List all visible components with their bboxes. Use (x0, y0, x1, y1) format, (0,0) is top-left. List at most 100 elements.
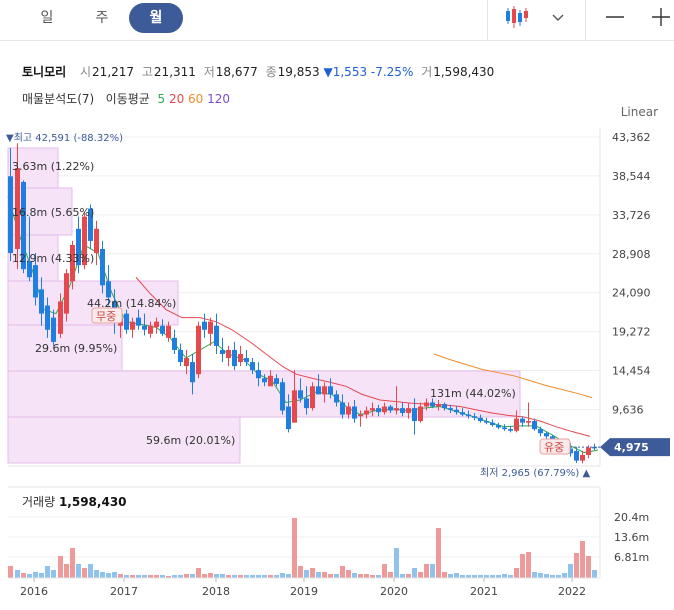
price-tick-label: 43,362 (612, 131, 651, 144)
candle-down (538, 429, 543, 434)
candle-down (172, 337, 177, 350)
year-label: 2017 (110, 585, 138, 598)
volume-bar (274, 575, 279, 578)
open-label: 시 (80, 65, 92, 79)
candle-down (466, 414, 471, 417)
volume-bar (382, 564, 387, 578)
candle-down (388, 406, 393, 411)
candle-up (364, 410, 369, 415)
candle-up (70, 244, 75, 282)
candle-up (358, 414, 363, 417)
candle-up (184, 358, 189, 367)
candle-down (88, 208, 93, 241)
volume-value: 1,598,430 (433, 65, 495, 79)
year-label: 2016 (20, 585, 48, 598)
volume-bar (27, 574, 32, 578)
volume-bar (484, 575, 489, 578)
volume-bar (184, 574, 189, 578)
tab-daily[interactable]: 일 (40, 10, 54, 26)
candle-down (412, 408, 417, 422)
volume-bar (244, 575, 249, 578)
candlestick-icon[interactable] (504, 4, 534, 32)
candle-down (232, 349, 237, 367)
tab-monthly[interactable]: 월 (129, 3, 183, 33)
candle-down (484, 421, 489, 423)
open-value: 21,217 (92, 65, 135, 79)
plus-icon[interactable] (650, 4, 672, 32)
volume-bar (412, 568, 417, 578)
candle-down (274, 378, 279, 384)
volume-bar (586, 556, 591, 578)
volume-bar (190, 574, 195, 578)
volume-bar (592, 570, 597, 578)
volume-bar (214, 574, 219, 578)
candle-down (8, 176, 13, 254)
candle-down (214, 325, 219, 346)
candle-down (508, 429, 513, 431)
volume-bar (472, 575, 477, 578)
volume-bar (256, 575, 261, 578)
volume-bar (388, 572, 393, 578)
volume-bar (352, 573, 357, 578)
volume-bar (45, 566, 50, 578)
candle-up (208, 321, 213, 334)
volume-bar (298, 566, 303, 578)
candle-up (130, 321, 135, 330)
zone-badge-label: 무중 (96, 310, 116, 323)
volume-bar (370, 575, 375, 578)
volume-bar (454, 573, 459, 578)
volume-bar (172, 575, 177, 578)
volume-bar (94, 570, 99, 578)
volume-bar (33, 572, 38, 578)
volume-bar (202, 574, 207, 578)
volume-profile-label: 29.6m (9.95%) (35, 342, 117, 355)
volume-bar (21, 573, 26, 578)
ma5-label: 5 (157, 92, 166, 106)
volume-bar (280, 573, 285, 578)
candle-up (586, 447, 591, 455)
candle-down (430, 402, 435, 407)
volume-bar (556, 575, 561, 578)
candle-down (316, 386, 321, 395)
volume-panel-title: 거래량 1,598,430 (22, 493, 127, 510)
minus-icon[interactable] (604, 4, 626, 32)
volume-bar (15, 570, 20, 578)
candle-up (436, 404, 441, 407)
volume-bar (460, 575, 465, 578)
candle-up (370, 408, 375, 411)
volume-bar (508, 575, 513, 578)
volume-bar (478, 575, 483, 578)
candle-down (592, 446, 597, 449)
candle-down (520, 418, 525, 423)
candle-down (202, 321, 207, 330)
volume-bar (328, 574, 333, 578)
price-tick-label: 9,636 (612, 403, 644, 416)
candle-down (220, 349, 225, 354)
candle-up (166, 325, 171, 338)
moving-average-label[interactable]: 이동평균 (105, 92, 150, 106)
tab-weekly[interactable]: 주 (95, 10, 109, 26)
volume-bar (514, 568, 519, 578)
volume-tick-label: 20.4m (614, 511, 649, 524)
volume-bar (448, 574, 453, 578)
volume-bar (268, 575, 273, 578)
candle-down (142, 325, 147, 330)
volume-bar (106, 573, 111, 578)
year-label: 2018 (202, 585, 230, 598)
scale-type-toggle[interactable]: Linear (620, 105, 658, 119)
volume-bar (400, 574, 405, 578)
volume-bar (220, 574, 225, 578)
candle-up (82, 216, 87, 266)
candle-down (448, 408, 453, 410)
chevron-down-icon[interactable] (550, 4, 566, 32)
volume-bar (226, 575, 231, 578)
volume-profile-bar (7, 324, 123, 372)
candle-up (514, 418, 519, 431)
candle-down (76, 228, 81, 266)
volume-bar (340, 566, 345, 578)
all-time-low-label: 최저 2,965 (67.79%) ▲ (480, 467, 590, 479)
candle-up (310, 386, 315, 409)
volume-bar (364, 574, 369, 578)
volume-profile-label[interactable]: 매물분석도(7) (22, 92, 95, 106)
